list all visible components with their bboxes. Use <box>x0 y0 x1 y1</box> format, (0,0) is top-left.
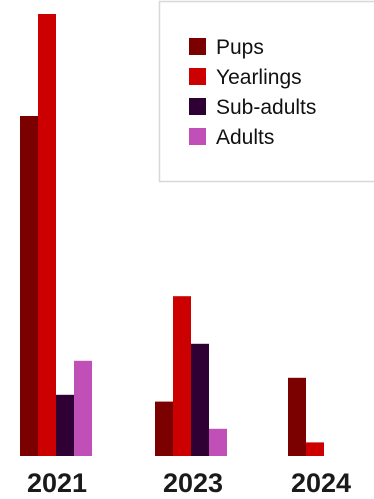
legend-swatch-sub-adults <box>189 98 206 115</box>
bar-2023-yearlings <box>173 296 191 456</box>
bar-2021-adults <box>74 360 92 456</box>
x-tick-labels: 2021 2023 2024 <box>27 468 351 498</box>
legend-swatch-pups <box>189 38 206 55</box>
bar-2021-yearlings <box>38 14 56 456</box>
legend-label-adults: Adults <box>216 126 274 149</box>
bar-2023-sub-adults <box>191 343 209 456</box>
bar-2021-pups <box>20 116 38 456</box>
bar-2024-yearlings <box>306 442 324 456</box>
legend-box <box>158 0 374 183</box>
x-tick-label-2023: 2023 <box>163 468 223 498</box>
x-tick-label-2024: 2024 <box>291 468 351 498</box>
bar-2023-pups <box>155 401 173 456</box>
bar-2021-sub-adults <box>56 394 74 456</box>
bars-group <box>20 14 324 456</box>
legend: Pups Yearlings Sub-adults Adults <box>158 0 374 183</box>
x-tick-label-2021: 2021 <box>27 468 87 498</box>
bar-2024-pups <box>288 377 306 456</box>
legend-label-sub-adults: Sub-adults <box>216 96 316 119</box>
bar-2023-adults <box>209 428 227 456</box>
legend-swatch-yearlings <box>189 68 206 85</box>
legend-label-yearlings: Yearlings <box>216 66 302 89</box>
legend-swatch-adults <box>189 128 206 145</box>
legend-label-pups: Pups <box>216 36 264 59</box>
